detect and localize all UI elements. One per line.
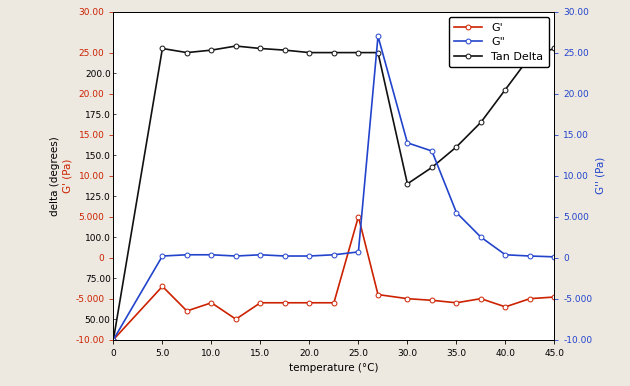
Line: G': G' (111, 214, 557, 342)
G' (110, 337, 117, 342)
Tan Delta (232, 44, 239, 48)
Tan Delta (452, 145, 460, 149)
Y-axis label: G'' (Pa): G'' (Pa) (595, 157, 605, 194)
Line: G'': G'' (111, 34, 557, 342)
Tan Delta (183, 50, 191, 55)
Tan Delta (306, 50, 313, 55)
G'' (183, 252, 191, 257)
G' (159, 284, 166, 289)
G'' (551, 254, 558, 259)
Tan Delta (374, 50, 382, 55)
Tan Delta (551, 46, 558, 51)
G' (208, 300, 215, 305)
G'' (110, 337, 117, 342)
G'' (208, 252, 215, 257)
G'' (374, 34, 382, 39)
Tan Delta (355, 50, 362, 55)
Tan Delta (110, 337, 117, 342)
G'' (477, 235, 484, 239)
Tan Delta (428, 165, 436, 170)
G' (355, 214, 362, 219)
G' (501, 305, 509, 309)
G' (452, 300, 460, 305)
Tan Delta (256, 46, 264, 51)
Tan Delta (208, 48, 215, 52)
Tan Delta (477, 120, 484, 125)
G' (281, 300, 289, 305)
G'' (330, 252, 338, 257)
G' (256, 300, 264, 305)
G' (551, 295, 558, 300)
Tan Delta (526, 54, 534, 59)
Tan Delta (404, 181, 411, 186)
G' (232, 317, 239, 322)
G'' (306, 254, 313, 258)
G' (330, 300, 338, 305)
Y-axis label: G' (Pa): G' (Pa) (62, 158, 72, 193)
G' (183, 309, 191, 313)
G' (428, 298, 436, 303)
G' (526, 296, 534, 301)
Tan Delta (159, 46, 166, 51)
G'' (281, 254, 289, 258)
Tan Delta (281, 48, 289, 52)
G' (306, 300, 313, 305)
G' (477, 296, 484, 301)
Tan Delta (330, 50, 338, 55)
G'' (355, 250, 362, 254)
Legend: G', G", Tan Delta: G', G", Tan Delta (449, 17, 549, 67)
G'' (404, 141, 411, 145)
G' (404, 296, 411, 301)
G'' (159, 254, 166, 258)
G'' (452, 210, 460, 215)
G'' (501, 252, 509, 257)
G'' (428, 149, 436, 153)
Y-axis label: delta (degrees): delta (degrees) (50, 136, 60, 215)
Line: Tan Delta: Tan Delta (111, 44, 557, 342)
Tan Delta (501, 87, 509, 92)
G'' (232, 254, 239, 258)
G'' (256, 252, 264, 257)
X-axis label: temperature (°C): temperature (°C) (289, 363, 379, 373)
G'' (526, 254, 534, 258)
G' (374, 292, 382, 297)
